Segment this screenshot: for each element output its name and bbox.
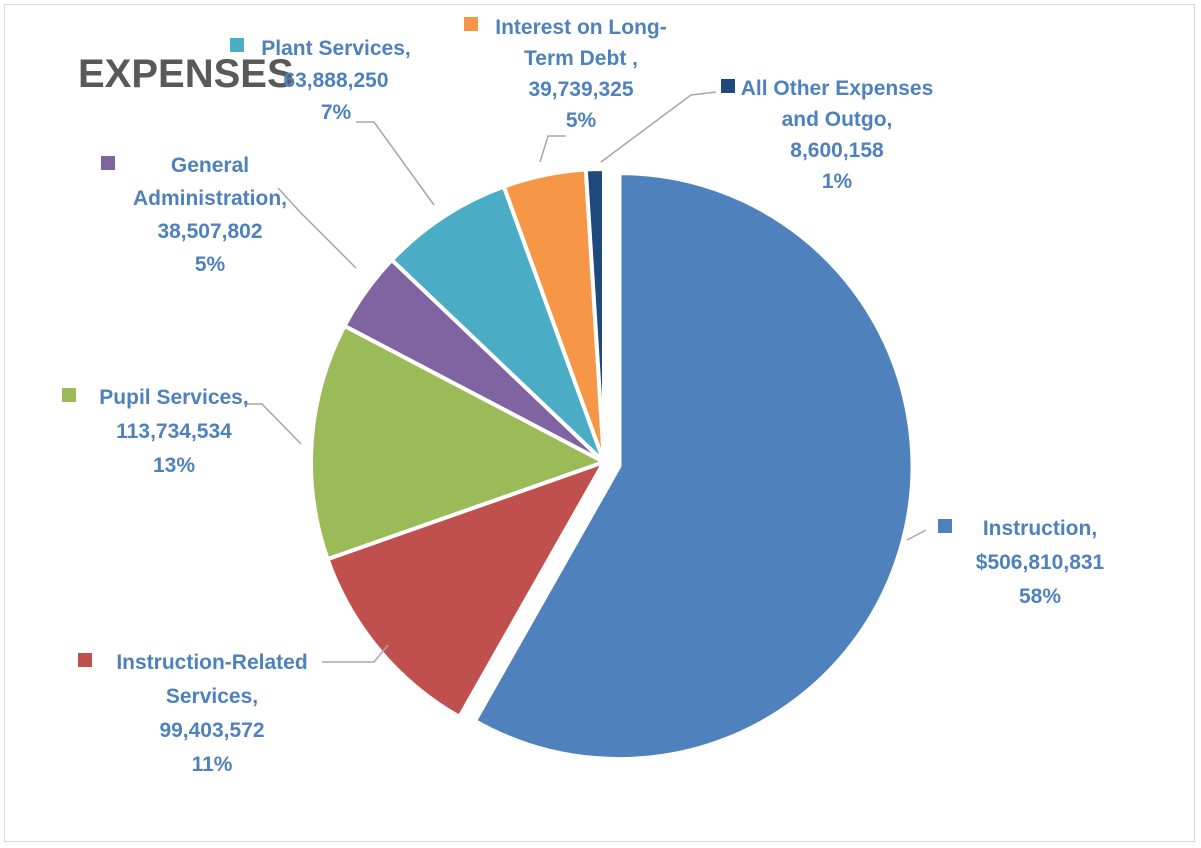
data-label-line: Term Debt , xyxy=(524,47,638,70)
data-label-line: 39,739,325 xyxy=(528,78,633,101)
data-label-line: 1% xyxy=(822,170,853,193)
chart-title: EXPENSES xyxy=(78,52,294,96)
label-swatch-general-administration xyxy=(101,156,115,170)
pie-slice-pupil-services xyxy=(309,323,606,562)
data-label-line: 63,888,250 xyxy=(283,69,388,92)
pie-slice-instruction-related-services xyxy=(325,460,606,719)
label-swatch-all-other-expenses-and-outgo xyxy=(721,79,735,93)
label-swatch-interest-on-long-term-debt xyxy=(464,17,478,31)
data-label-line: Instruction-Related xyxy=(116,651,307,674)
data-label-all-other-expenses-and-outgo: All Other Expenses and Outgo, 8,600,158 1% xyxy=(741,77,934,193)
data-label-line: 99,403,572 xyxy=(159,719,264,742)
chart-frame xyxy=(4,4,1195,842)
leader-line-pupil-services xyxy=(244,403,302,445)
data-label-line: Interest on Long- xyxy=(495,16,667,39)
leader-line-instruction-related-services xyxy=(322,644,389,663)
leader-line-plant-services xyxy=(356,121,435,206)
data-labels: Instruction, $506,810,831 58% Instruction-R… xyxy=(62,16,1105,776)
data-label-general-administration: General Administration, 38,507,802 5% xyxy=(133,154,287,276)
data-label-line: 58% xyxy=(1019,585,1061,608)
leader-line-interest-on-long-term-debt xyxy=(539,135,566,163)
data-label-line: 38,507,802 xyxy=(157,220,262,243)
data-label-instruction-related-services: Instruction-Related Services, 99,403,572 11… xyxy=(116,651,307,776)
data-label-line: 5% xyxy=(195,253,226,276)
data-label-line: Services, xyxy=(166,685,258,708)
data-label-line: 11% xyxy=(192,753,233,776)
data-label-line: Administration, xyxy=(133,187,287,210)
data-label-line: and Outgo, xyxy=(782,108,893,131)
leader-line-all-other-expenses-and-outgo xyxy=(600,91,717,163)
data-label-line: 5% xyxy=(566,109,597,132)
label-swatch-instruction xyxy=(938,519,952,533)
data-label-line: General xyxy=(171,154,249,177)
data-label-line: 8,600,158 xyxy=(790,139,884,162)
pie-slices xyxy=(309,167,915,762)
leader-line-general-administration xyxy=(277,187,357,269)
data-label-line: All Other Expenses xyxy=(741,77,934,100)
data-label-interest-on-long-term-debt: Interest on Long- Term Debt , 39,739,325 5% xyxy=(495,16,667,132)
data-label-line: $506,810,831 xyxy=(976,551,1105,574)
data-label-line: Instruction, xyxy=(983,517,1097,540)
data-label-instruction: Instruction, $506,810,831 58% xyxy=(976,517,1105,608)
data-label-line: 7% xyxy=(321,101,352,124)
pie-slice-instruction xyxy=(472,171,915,762)
leader-line-instruction xyxy=(906,529,927,541)
leader-lines xyxy=(244,91,927,663)
data-label-line: Plant Services, xyxy=(261,37,410,60)
pie-slice-all-other-expenses-and-outgo xyxy=(583,167,606,464)
data-label-plant-services: Plant Services, 63,888,250 7% xyxy=(261,37,410,124)
label-swatch-pupil-services xyxy=(62,388,76,402)
data-label-line: 113,734,534 xyxy=(116,420,232,443)
data-label-line: Pupil Services, xyxy=(99,386,248,409)
label-swatch-instruction-related-services xyxy=(78,653,92,667)
label-swatch-plant-services xyxy=(230,38,244,52)
data-label-pupil-services: Pupil Services, 113,734,534 13% xyxy=(99,386,248,477)
pie-slice-plant-services xyxy=(389,184,606,464)
data-label-line: 13% xyxy=(153,454,195,477)
